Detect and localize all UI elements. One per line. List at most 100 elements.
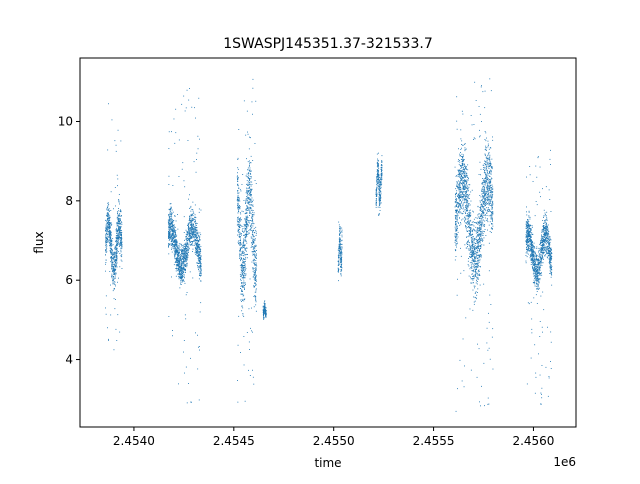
- data-point: [191, 229, 192, 231]
- data-point: [241, 244, 243, 246]
- data-point: [265, 315, 267, 317]
- data-point: [470, 234, 472, 236]
- data-point: [116, 252, 118, 254]
- data-point: [485, 147, 487, 149]
- data-point: [339, 248, 341, 250]
- data-point: [108, 204, 110, 205]
- data-point: [262, 310, 264, 312]
- data-point: [187, 243, 188, 245]
- data-point: [198, 211, 200, 213]
- data-point: [245, 235, 247, 236]
- data-point: [174, 142, 176, 144]
- data-point: [180, 256, 182, 258]
- data-point: [248, 175, 250, 177]
- data-point: [193, 218, 195, 220]
- data-point: [111, 262, 113, 264]
- data-point: [169, 226, 171, 228]
- data-point: [181, 250, 183, 252]
- data-point: [107, 217, 109, 219]
- data-point: [339, 249, 341, 250]
- data-point: [243, 255, 245, 257]
- data-point: [473, 260, 475, 262]
- data-point: [105, 307, 106, 309]
- data-point: [474, 259, 476, 261]
- data-point: [487, 187, 489, 189]
- data-point: [109, 210, 110, 212]
- data-point: [248, 209, 250, 211]
- data-point: [239, 212, 241, 214]
- data-point: [120, 245, 122, 246]
- data-point: [121, 223, 123, 225]
- data-point: [249, 194, 250, 196]
- data-point: [487, 174, 489, 176]
- data-point: [171, 229, 173, 231]
- data-point: [254, 277, 256, 279]
- data-point: [457, 236, 459, 238]
- data-point: [377, 182, 378, 184]
- data-point: [180, 276, 182, 278]
- data-point: [186, 242, 188, 244]
- data-point: [188, 225, 190, 227]
- data-point: [476, 376, 478, 378]
- data-point: [254, 295, 256, 297]
- data-point: [256, 263, 257, 265]
- data-point: [169, 234, 171, 236]
- data-point: [181, 277, 183, 278]
- data-point: [169, 231, 171, 233]
- data-point: [484, 166, 486, 168]
- data-point: [187, 239, 189, 241]
- data-point: [252, 267, 253, 269]
- data-point: [185, 248, 187, 250]
- data-point: [478, 247, 479, 249]
- data-point: [193, 241, 195, 242]
- data-point: [469, 215, 471, 217]
- data-point: [482, 169, 484, 170]
- data-point: [487, 190, 489, 192]
- data-point: [475, 257, 477, 258]
- data-point: [109, 239, 111, 241]
- data-point: [191, 243, 193, 245]
- data-point: [174, 230, 176, 232]
- data-point: [115, 238, 117, 240]
- data-point: [181, 249, 183, 251]
- data-point: [489, 170, 491, 172]
- data-point: [116, 244, 117, 245]
- data-point: [114, 263, 115, 265]
- data-point: [464, 184, 466, 186]
- data-point: [188, 241, 190, 243]
- data-point: [170, 238, 171, 240]
- data-point: [484, 107, 486, 109]
- data-point: [244, 224, 246, 226]
- data-point: [478, 174, 480, 175]
- data-point: [180, 255, 182, 256]
- data-point: [462, 184, 464, 186]
- data-point: [255, 300, 257, 301]
- data-point: [246, 247, 248, 249]
- data-point: [245, 226, 247, 227]
- data-point: [245, 236, 247, 238]
- data-point: [380, 197, 381, 199]
- data-point: [243, 265, 245, 266]
- data-point: [180, 258, 181, 260]
- data-point: [375, 201, 377, 203]
- data-point: [488, 211, 490, 212]
- data-point: [341, 229, 343, 231]
- data-point: [246, 218, 248, 220]
- data-point: [252, 248, 254, 250]
- data-point: [339, 246, 340, 248]
- data-point: [195, 239, 196, 240]
- data-point: [246, 231, 247, 232]
- data-point: [168, 239, 170, 241]
- data-point: [341, 240, 343, 242]
- data-point: [199, 259, 201, 261]
- data-point: [237, 344, 239, 346]
- data-point: [246, 189, 248, 191]
- data-point: [179, 267, 181, 269]
- data-point: [179, 276, 181, 278]
- data-point: [115, 150, 117, 152]
- data-point: [471, 233, 473, 235]
- data-point: [455, 209, 457, 211]
- data-point: [377, 159, 379, 161]
- data-point: [246, 110, 248, 112]
- data-point: [111, 254, 113, 256]
